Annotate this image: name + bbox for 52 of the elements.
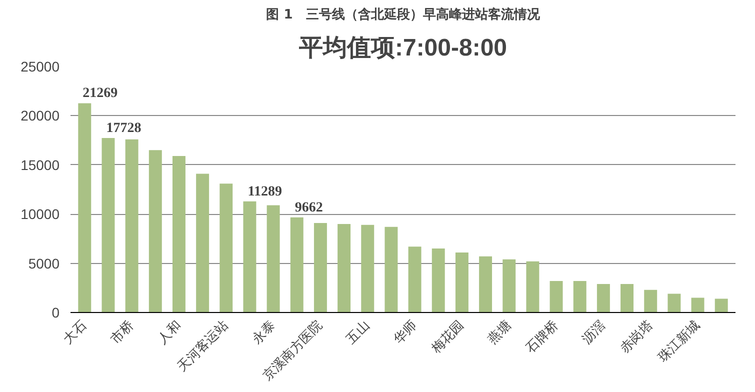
bar — [78, 103, 92, 312]
bar — [196, 174, 210, 312]
y-tick-label: 20000 — [20, 108, 60, 124]
bar — [573, 281, 586, 312]
bar — [361, 224, 374, 312]
y-tick-label: 15000 — [20, 156, 60, 173]
bar — [526, 261, 540, 312]
bar — [691, 298, 704, 312]
bar — [550, 281, 563, 312]
bar — [408, 246, 422, 312]
bar — [243, 201, 256, 312]
chart-title: 图 1 三号线（含北延段）早高峰进站客流情况 — [266, 6, 541, 22]
x-tick-label: 华师 — [391, 318, 420, 348]
x-tick-label: 人和 — [155, 318, 184, 348]
x-tick-label: 梅花园 — [428, 318, 468, 358]
data-label: 21269 — [82, 86, 118, 102]
bar — [290, 217, 304, 312]
y-tick-label: 5000 — [28, 255, 60, 272]
bar — [620, 284, 634, 312]
x-tick-label: 永泰 — [248, 317, 279, 348]
bar — [266, 205, 280, 312]
bar — [714, 298, 728, 312]
bar — [384, 226, 398, 312]
data-label: 11289 — [248, 184, 282, 200]
bar — [479, 256, 492, 312]
bar — [502, 259, 516, 312]
data-label: 17728 — [106, 121, 142, 136]
y-tick-label: 25000 — [20, 58, 60, 74]
bar — [432, 248, 445, 312]
bar — [172, 156, 186, 312]
x-tick-label: 燕塘 — [485, 318, 514, 348]
bar — [148, 150, 162, 312]
bar — [668, 294, 681, 312]
x-tick-label: 沥滘 — [580, 318, 609, 348]
bar — [455, 252, 468, 312]
y-tick-label: 0 — [52, 304, 60, 320]
chart-subtitle: 平均值项:7:00-8:00 — [298, 34, 508, 62]
x-tick-label: 珠江新城 — [656, 318, 704, 366]
y-tick-label: 10000 — [20, 206, 60, 222]
x-tick-label: 赤岗塔 — [618, 318, 656, 356]
x-tick-label: 石牌桥 — [523, 318, 562, 356]
bar — [644, 290, 658, 312]
bar — [125, 139, 138, 312]
bar — [596, 284, 610, 312]
x-tick-label: 大石 — [60, 318, 90, 348]
bar — [314, 222, 327, 312]
x-tick-label: 五山 — [344, 318, 373, 348]
data-label: 9662 — [294, 200, 323, 216]
bar — [102, 138, 115, 312]
bar — [338, 224, 351, 312]
bar — [220, 184, 233, 312]
x-tick-label: 市桥 — [108, 318, 138, 348]
